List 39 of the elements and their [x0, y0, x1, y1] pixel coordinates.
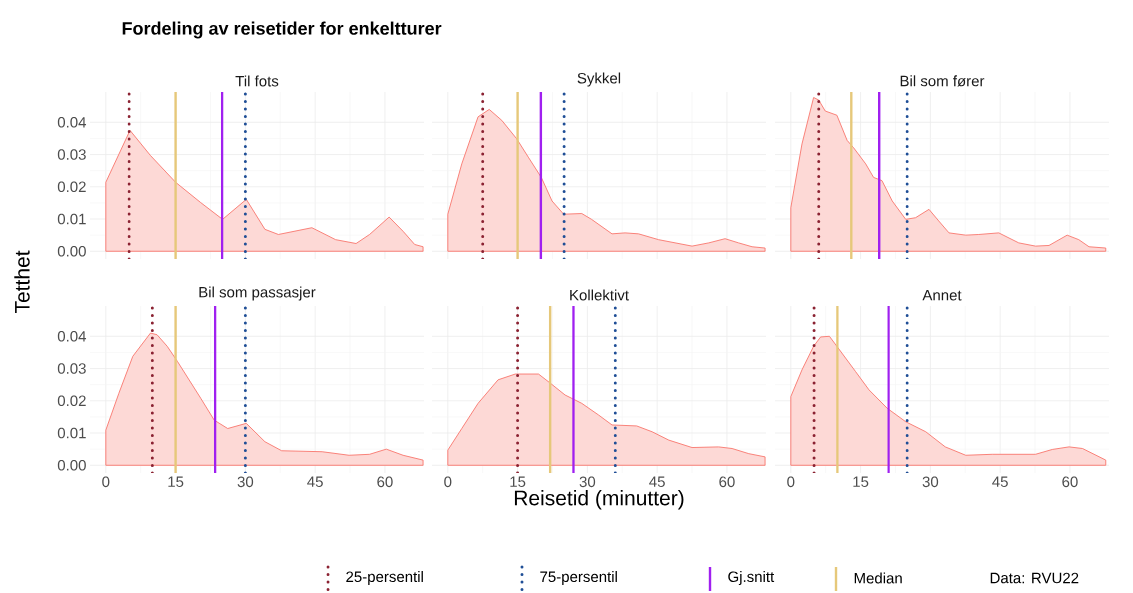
y-tick-label: 0.00 — [57, 246, 86, 257]
chart-title: Til fots — [235, 75, 279, 87]
y-axis-title: Tetthet — [14, 250, 30, 314]
x-tick-label: 60 — [1062, 476, 1078, 488]
y-tick-label: 0.03 — [57, 363, 86, 375]
y-tick-label: 0.01 — [57, 427, 86, 439]
legend-label: Gj.snitt — [728, 571, 775, 586]
x-tick-label: 15 — [510, 476, 526, 488]
text: Fordeling av reisetider for enkeltturer — [122, 21, 442, 39]
y-tick-label: 0.01 — [57, 213, 86, 225]
x-tick-label: 0 — [102, 476, 110, 488]
x-tick-label: 30 — [237, 476, 254, 488]
x-tick-label: 0 — [787, 476, 795, 488]
chart-title: Kollektivt — [570, 289, 629, 301]
x-tick-label: 0 — [444, 476, 452, 488]
y-tick-label: 0.04 — [57, 331, 87, 342]
y-tick-label: 0.04 — [57, 117, 87, 128]
x-tick-label: 45 — [307, 476, 323, 488]
x-tick-label: 60 — [719, 476, 735, 488]
x-tick-label: 15 — [168, 476, 184, 488]
y-tick-label: 0.02 — [57, 395, 86, 407]
x-tick-label: 30 — [922, 476, 939, 488]
legend-label: Median — [854, 572, 902, 584]
x-tick-label: 45 — [649, 476, 665, 488]
x-axis-title: Reisetid (minutter) — [514, 490, 684, 510]
y-tick-label: 0.03 — [57, 149, 86, 161]
chart-title: Bil som fører — [900, 75, 985, 87]
legend-label: 25-persentil — [346, 571, 423, 586]
x-tick-label: 60 — [377, 476, 393, 488]
y-tick-label: 0.00 — [57, 460, 86, 471]
text: Data: RVU22 — [990, 572, 1079, 584]
x-tick-label: 30 — [579, 476, 596, 488]
legend-label: 75-persentil — [540, 571, 617, 586]
chart-title: Bil som passasjer — [199, 286, 316, 301]
y-tick-label: 0.02 — [57, 181, 86, 193]
chart-title: Sykkel — [577, 72, 621, 87]
x-tick-label: 15 — [853, 476, 869, 488]
x-tick-label: 45 — [992, 476, 1008, 488]
chart-title: Annet — [922, 290, 962, 301]
